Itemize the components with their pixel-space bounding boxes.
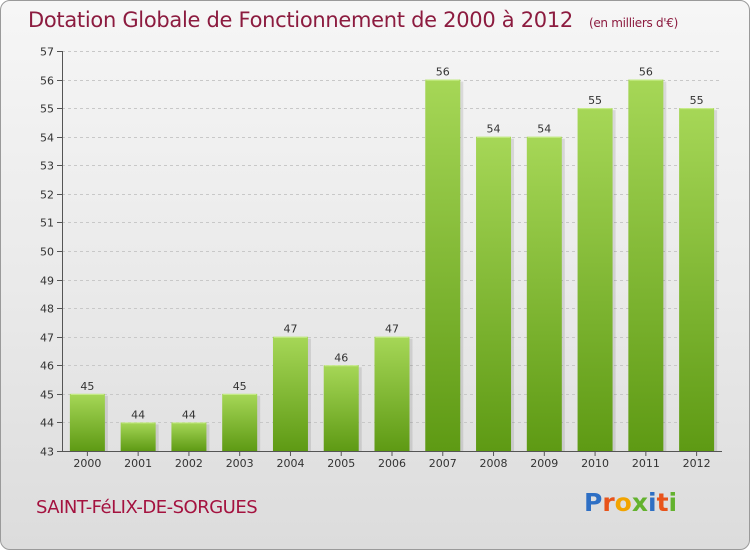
x-tick-label: 2000 [73, 457, 101, 470]
x-tick-label: 2010 [581, 457, 609, 470]
bar [476, 136, 512, 451]
data-label: 45 [233, 380, 247, 393]
y-tick-label: 57 [40, 46, 54, 59]
data-label: 45 [80, 380, 94, 393]
bar [628, 79, 664, 452]
data-label: 47 [385, 323, 399, 336]
x-tick-label: 2012 [683, 457, 711, 470]
bar [69, 393, 105, 451]
data-label: 46 [334, 351, 348, 364]
bar [171, 422, 207, 451]
data-label: 55 [690, 94, 704, 107]
bar [120, 422, 156, 451]
bars [69, 79, 718, 452]
x-tick-label: 2001 [124, 457, 152, 470]
data-label: 47 [283, 323, 297, 336]
y-tick-label: 52 [40, 189, 54, 202]
y-tick-label: 50 [40, 246, 54, 259]
y-tick-label: 49 [40, 275, 54, 288]
bar [272, 336, 308, 451]
bar [323, 365, 359, 451]
proxiti-logo: Proxiti [584, 488, 678, 517]
data-label: 55 [588, 94, 602, 107]
y-tick-label: 45 [40, 389, 54, 402]
chart-unit: (en milliers d'€) [588, 16, 678, 30]
bar [222, 393, 258, 451]
y-tick-label: 53 [40, 160, 54, 173]
x-tick-label: 2002 [175, 457, 203, 470]
y-tick-label: 48 [40, 303, 54, 316]
x-tick-label: 2011 [632, 457, 660, 470]
bar [526, 136, 562, 451]
x-tick-label: 2008 [480, 457, 508, 470]
bar [425, 79, 461, 452]
x-tick-label: 2004 [276, 457, 304, 470]
y-tick-label: 55 [40, 103, 54, 116]
bar [577, 108, 613, 452]
y-tick-label: 47 [40, 332, 54, 345]
y-tick-label: 51 [40, 217, 54, 230]
x-tick-label: 2005 [327, 457, 355, 470]
chart-title-text: Dotation Globale de Fonctionnement de 20… [28, 8, 573, 32]
data-label: 54 [487, 123, 501, 136]
commune-name: SAINT-FéLIX-DE-SORGUES [36, 497, 258, 518]
x-tick-label: 2003 [226, 457, 254, 470]
labels: 43 44 45 46 47 48 49 50 51 52 53 54 55 56 57 45 2000 44 20… [40, 46, 711, 471]
x-tick-label: 2009 [530, 457, 558, 470]
y-tick-label: 54 [40, 132, 54, 145]
y-tick-label: 56 [40, 75, 54, 88]
x-tick-label: 2006 [378, 457, 406, 470]
bar [679, 108, 715, 452]
y-tick-label: 43 [40, 446, 54, 459]
x-tick-label: 2007 [429, 457, 457, 470]
y-tick-label: 46 [40, 360, 54, 373]
axes [57, 51, 722, 456]
bar [374, 336, 410, 451]
data-label: 56 [639, 66, 653, 79]
chart-title: Dotation Globale de Fonctionnement de 20… [28, 8, 678, 32]
y-tick-label: 44 [40, 417, 54, 430]
data-label: 44 [182, 408, 196, 421]
data-label: 44 [131, 408, 145, 421]
data-label: 56 [436, 66, 450, 79]
data-label: 54 [537, 123, 551, 136]
